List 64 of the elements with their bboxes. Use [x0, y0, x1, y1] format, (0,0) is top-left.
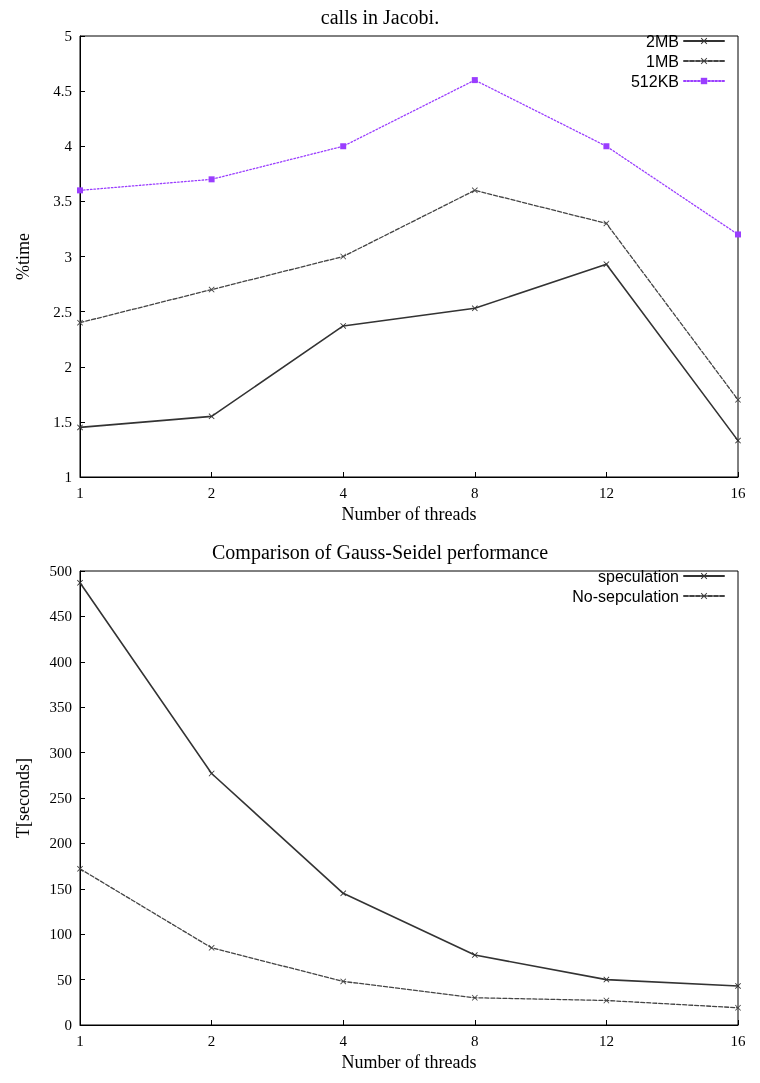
point: [340, 143, 347, 150]
point: [77, 579, 83, 586]
point: [735, 231, 741, 238]
y-tick-label: 4: [64, 138, 73, 155]
point: [471, 187, 478, 194]
y-tick-label: 500: [49, 563, 72, 579]
point: [735, 1004, 741, 1011]
y-tick-label: 1: [64, 469, 72, 485]
point: [603, 143, 610, 150]
x-tick-label: 16: [730, 484, 746, 501]
x-tick-label: 4: [339, 484, 348, 501]
y-tick-label: 300: [49, 744, 72, 761]
point: [340, 890, 347, 897]
point: [77, 424, 83, 431]
y-tick-label: 2: [64, 358, 72, 375]
y-tick-label: 0: [64, 1017, 72, 1033]
point: [208, 176, 215, 183]
x-tick-label: 2: [207, 1032, 216, 1049]
legend-label: 2MB: [646, 32, 679, 50]
x-axis-title: Number of threads: [341, 503, 477, 524]
legend-label: 512KB: [630, 72, 679, 90]
y-tick-label: 2.5: [53, 303, 72, 320]
y-tick-label: 100: [49, 926, 72, 943]
y-tick-label: 4.5: [53, 83, 72, 100]
y-tick-label: 5: [64, 28, 72, 44]
x-tick-label: 2: [207, 484, 216, 501]
point: [735, 396, 741, 403]
point: [471, 994, 478, 1001]
point: [77, 319, 83, 326]
y-tick-label: 150: [49, 880, 72, 897]
y-tick-label: 3.5: [53, 193, 72, 210]
x-tick-label: 12: [598, 484, 614, 501]
point: [471, 952, 478, 959]
x-tick-label: 4: [339, 1032, 348, 1049]
x-tick-label: 1: [76, 484, 84, 501]
y-tick-label: 200: [49, 835, 72, 852]
y-axis-title: T[seconds]: [13, 758, 33, 838]
y-axis-title: %time: [13, 233, 33, 280]
legend-label: speculation: [598, 567, 679, 585]
point: [208, 944, 215, 951]
point: [471, 305, 478, 312]
point: [77, 865, 83, 872]
x-tick-label: 16: [730, 1032, 746, 1049]
point: [340, 322, 347, 329]
chart-title: Comparison of Gauss-Seidel performance: [211, 541, 549, 564]
point: [471, 77, 478, 84]
y-tick-label: 50: [57, 971, 72, 988]
x-tick-label: 12: [598, 1032, 614, 1049]
y-tick-label: 350: [49, 699, 72, 716]
x-tick-label: 1: [76, 1032, 84, 1049]
point: [77, 187, 83, 194]
y-tick-label: 1.5: [53, 413, 72, 430]
y-tick-label: 450: [49, 608, 72, 625]
y-tick-label: 250: [49, 790, 72, 806]
legend-label: No-sepculation: [572, 587, 679, 605]
legend-label: 1MB: [646, 52, 679, 70]
x-axis-title: Number of threads: [341, 1051, 477, 1072]
x-tick-label: 8: [471, 484, 479, 501]
point: [735, 437, 741, 444]
point: [735, 982, 741, 989]
x-tick-label: 8: [471, 1032, 479, 1049]
y-tick-label: 400: [49, 653, 72, 670]
chart-title: calls in Jacobi.: [320, 6, 440, 28]
y-tick-label: 3: [64, 248, 72, 265]
